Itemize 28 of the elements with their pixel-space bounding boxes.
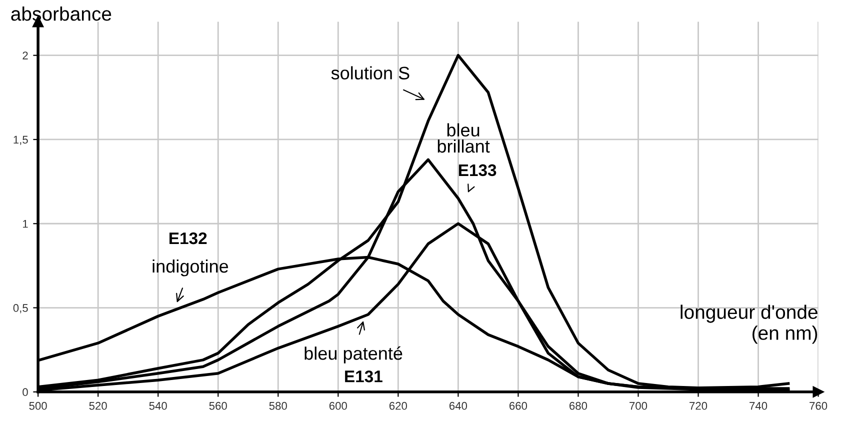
x-tick-label: 660 bbox=[510, 402, 528, 410]
annotation: bleu brillant bbox=[438, 123, 490, 153]
y-tick-label: 0 bbox=[22, 388, 28, 396]
annotation: solution S bbox=[331, 66, 410, 80]
y-axis-title: absorbance bbox=[11, 6, 112, 21]
y-tick-label: 0,5 bbox=[13, 304, 28, 314]
x-tick-label: 540 bbox=[149, 402, 167, 410]
x-tick-label: 700 bbox=[630, 402, 648, 410]
x-tick-label: 600 bbox=[329, 402, 347, 410]
x-tick-label: 560 bbox=[209, 402, 227, 410]
x-tick-label: 520 bbox=[89, 402, 107, 410]
x-tick-label: 760 bbox=[810, 402, 828, 410]
x-tick-label: 740 bbox=[750, 402, 768, 410]
x-tick-label: 580 bbox=[269, 402, 287, 410]
x-tick-label: 500 bbox=[29, 402, 47, 410]
x-axis-title: longueur d'onde (en nm) bbox=[680, 304, 818, 344]
annotation: E131 bbox=[345, 370, 382, 382]
x-tick-label: 620 bbox=[389, 402, 407, 410]
y-tick-label: 1 bbox=[23, 220, 28, 228]
annotation: E132 bbox=[170, 232, 207, 244]
y-tick-label: 1,5 bbox=[14, 136, 28, 145]
annotation: bleu patenté bbox=[304, 346, 402, 364]
x-tick-label: 680 bbox=[570, 402, 588, 410]
annotation: indigotine bbox=[152, 259, 228, 276]
annotation: E133 bbox=[458, 164, 496, 176]
y-tick-label: 2 bbox=[22, 52, 28, 60]
x-tick-label: 720 bbox=[690, 402, 708, 410]
x-tick-label: 640 bbox=[449, 402, 468, 410]
